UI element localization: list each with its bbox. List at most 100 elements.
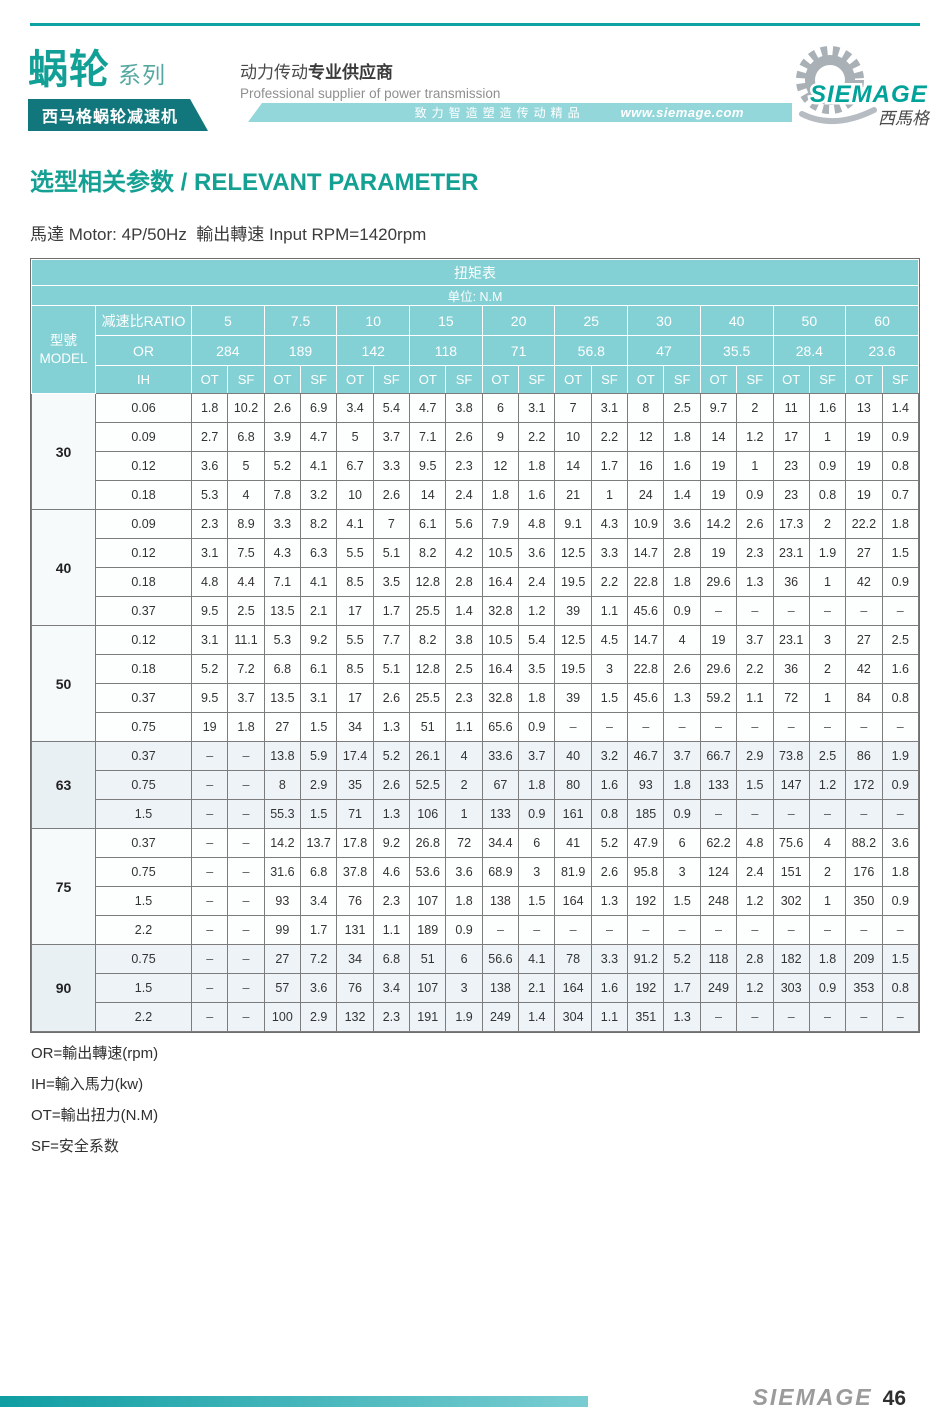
data-cell: 0.9 [663, 596, 701, 626]
or-value: 142 [336, 335, 411, 366]
data-cell: 2.2 [590, 567, 629, 597]
model-cell: 63 [31, 741, 96, 829]
data-cell: 2.3 [445, 683, 483, 713]
data-cell: 5.2 [263, 451, 302, 481]
legend-line-ot: OT=輸出扭力(N.M) [31, 1107, 159, 1124]
data-cell: 6 [663, 828, 701, 858]
data-cell: 2.6 [372, 683, 411, 713]
data-cell: 16 [627, 451, 665, 481]
data-cell: 6.8 [263, 654, 302, 684]
data-cell: 19 [699, 451, 738, 481]
data-cell: 3 [518, 857, 556, 887]
data-cell: 10.2 [227, 393, 265, 423]
data-cell: 191 [409, 1002, 447, 1032]
data-cell: 1.8 [518, 770, 556, 800]
ot-label: OT [409, 365, 447, 394]
data-cell: 303 [772, 973, 810, 1003]
footer-brand: SIEMAGE 46 [753, 1384, 906, 1411]
or-value: 189 [263, 335, 338, 366]
data-cell: 1.8 [481, 480, 520, 510]
data-cell: 1.8 [518, 451, 556, 481]
data-cell: 1.5 [300, 712, 338, 742]
data-cell: 8.2 [409, 625, 447, 655]
data-cell: 25.5 [409, 683, 447, 713]
data-cell: 1.6 [881, 654, 920, 684]
sf-label: SF [300, 365, 338, 394]
series-suffix: 系列 [118, 62, 166, 88]
torque-table: 扭矩表 单位: N.M 型號 MODEL 减速比RATIO 5 7.5 10 15 20 25 30 4… [31, 259, 920, 1032]
data-cell: 34 [336, 944, 374, 974]
data-cell: 5.2 [372, 741, 411, 771]
data-cell: – [190, 799, 229, 829]
data-cell: 6.9 [300, 393, 338, 423]
data-cell: 68.9 [481, 857, 520, 887]
data-cell: 2.8 [445, 567, 483, 597]
data-cell: 3.3 [263, 509, 302, 539]
data-cell: 1.1 [590, 1002, 629, 1032]
data-cell: 93 [263, 886, 302, 916]
data-cell: 13.5 [263, 683, 302, 713]
data-cell: 12.5 [554, 625, 592, 655]
data-cell: 4.1 [336, 509, 374, 539]
or-value: 47 [627, 335, 701, 366]
data-cell: 13.8 [263, 741, 302, 771]
data-cell: 1.5 [881, 538, 920, 568]
data-cell: 24 [627, 480, 665, 510]
data-cell: 1.3 [372, 799, 411, 829]
data-cell: 2.6 [372, 770, 411, 800]
ih-cell: 1.5 [95, 973, 192, 1003]
data-cell: 1.8 [445, 886, 483, 916]
data-cell: 6.7 [336, 451, 374, 481]
data-cell: 189 [409, 915, 447, 945]
ih-cell: 0.12 [95, 451, 192, 481]
data-cell: 2.5 [808, 741, 847, 771]
data-cell: 0.9 [881, 422, 920, 452]
data-cell: 84 [845, 683, 883, 713]
data-cell: 36 [772, 567, 810, 597]
data-cell: 23.1 [772, 538, 810, 568]
ratio-value: 7.5 [263, 305, 338, 336]
data-cell: 5.5 [336, 625, 374, 655]
ratio-value: 25 [554, 305, 629, 336]
data-cell: 78 [554, 944, 592, 974]
supplier-slogan-block: 动力传动专业供应商 Professional supplier of power… [240, 58, 500, 101]
data-cell: – [736, 1002, 774, 1032]
data-cell: – [845, 712, 883, 742]
data-cell: 2.6 [590, 857, 629, 887]
data-cell: 22.2 [845, 509, 883, 539]
data-cell: 42 [845, 654, 883, 684]
data-cell: 3.7 [736, 625, 774, 655]
data-cell: 3.6 [190, 451, 229, 481]
data-cell: – [190, 741, 229, 771]
data-cell: 138 [481, 973, 520, 1003]
series-name: 蜗轮 [28, 48, 110, 92]
data-cell: 19 [845, 422, 883, 452]
data-cell: 1.2 [808, 770, 847, 800]
data-cell: 1.6 [590, 973, 629, 1003]
data-cell: 1.8 [663, 567, 701, 597]
data-cell: 13.7 [300, 828, 338, 858]
data-cell: 4.8 [736, 828, 774, 858]
data-cell: 3.8 [445, 625, 483, 655]
ih-cell: 0.18 [95, 567, 192, 597]
data-cell: 36 [772, 654, 810, 684]
data-cell: 192 [627, 886, 665, 916]
data-cell: 51 [409, 712, 447, 742]
data-cell: 59.2 [699, 683, 738, 713]
data-cell: 1.3 [736, 567, 774, 597]
ot-label: OT [336, 365, 374, 394]
data-cell: 2.4 [736, 857, 774, 887]
data-cell: 14.2 [263, 828, 302, 858]
ih-cell: 0.09 [95, 422, 192, 452]
data-cell: 0.8 [881, 451, 920, 481]
data-cell: 0.8 [590, 799, 629, 829]
ih-cell: 0.37 [95, 596, 192, 626]
ih-cell: 0.37 [95, 683, 192, 713]
data-cell: 32.8 [481, 683, 520, 713]
data-cell: 138 [481, 886, 520, 916]
ratio-value: 50 [772, 305, 847, 336]
page-number: 46 [882, 1387, 906, 1410]
data-cell: 2 [736, 393, 774, 423]
data-cell: 32.8 [481, 596, 520, 626]
data-cell: 302 [772, 886, 810, 916]
